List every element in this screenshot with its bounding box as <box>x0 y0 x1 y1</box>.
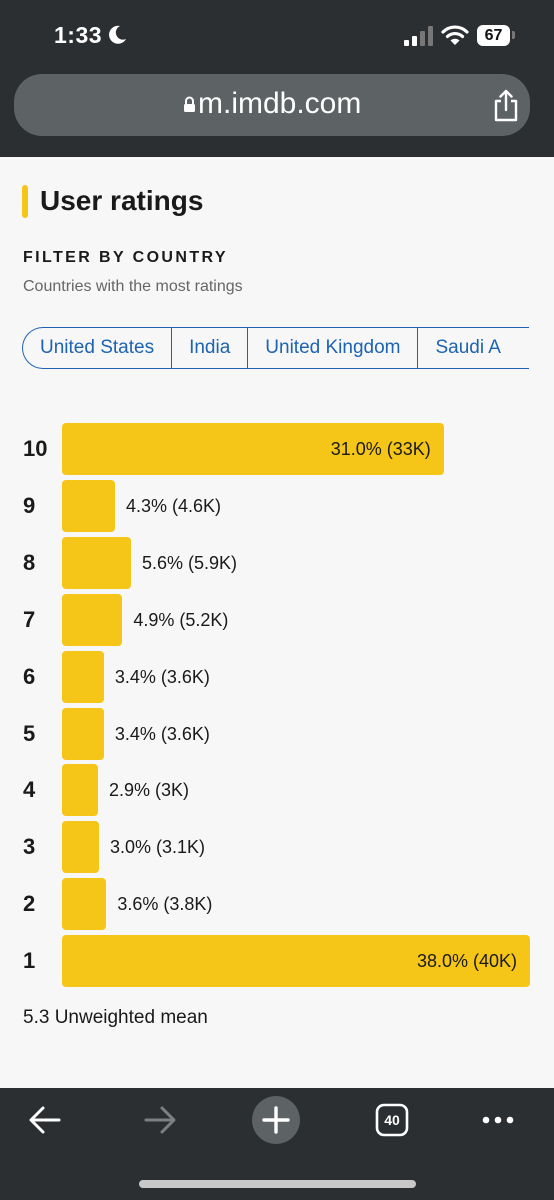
rating-bar <box>62 593 123 646</box>
rating-row-9: 9 4.3% (4.6K) <box>0 479 554 532</box>
chip-united-states[interactable]: United States <box>23 328 173 368</box>
rating-bar <box>62 821 99 874</box>
signal-icon <box>404 26 433 46</box>
rating-bar <box>62 764 98 817</box>
rating-value-label: 3.6% (3.8K) <box>117 894 213 915</box>
rating-label: 7 <box>23 606 36 632</box>
back-arrow-icon[interactable] <box>28 1104 62 1136</box>
rating-label: 3 <box>23 834 36 860</box>
rating-value-label: 3.0% (3.1K) <box>109 837 205 858</box>
rating-row-6: 6 3.4% (3.6K) <box>0 650 554 703</box>
address-bar[interactable] <box>14 74 530 136</box>
tab-count: 40 <box>384 1112 400 1128</box>
moon-icon <box>109 25 126 44</box>
lock-icon <box>184 96 195 112</box>
share-icon[interactable] <box>491 89 521 123</box>
rating-value-label: 31.0% (33K) <box>330 439 431 459</box>
rating-row-2: 2 3.6% (3.8K) <box>0 878 554 931</box>
wifi-icon <box>441 25 469 45</box>
rating-row-7: 7 4.9% (5.2K) <box>0 593 554 646</box>
rating-bar <box>62 479 115 532</box>
rating-bar <box>62 423 444 475</box>
rating-row-8: 8 5.6% (5.9K) <box>0 536 554 589</box>
rating-bar <box>62 707 104 760</box>
rating-label: 1 <box>23 948 36 974</box>
chip-saudi-arabia[interactable]: Saudi A <box>435 337 501 358</box>
filter-heading: FILTER BY COUNTRY <box>23 249 228 266</box>
rating-value-label: 3.4% (3.6K) <box>114 666 210 687</box>
rating-label: 6 <box>23 663 36 689</box>
new-tab-icon[interactable] <box>251 1095 301 1145</box>
battery-indicator: 67 <box>477 25 510 46</box>
battery-tip <box>512 31 515 39</box>
rating-label: 2 <box>23 891 36 917</box>
chip-india[interactable]: India <box>172 328 249 368</box>
rating-value-label: 2.9% (3K) <box>109 780 190 801</box>
url-text[interactable]: m.imdb.com <box>198 87 362 120</box>
home-indicator <box>139 1180 416 1188</box>
rating-row-5: 5 3.4% (3.6K) <box>0 707 554 760</box>
rating-label: 5 <box>23 720 36 746</box>
rating-bar <box>62 878 107 931</box>
rating-row-3: 3 3.0% (3.1K) <box>0 821 554 874</box>
status-time: 1:33 <box>54 22 103 48</box>
tabs-icon <box>375 1103 409 1137</box>
rating-label: 8 <box>23 549 36 575</box>
chip-united-kingdom[interactable]: United Kingdom <box>248 328 419 368</box>
rating-row-4: 4 2.9% (3K) <box>0 764 554 817</box>
unweighted-mean: 5.3 Unweighted mean <box>23 1007 208 1028</box>
rating-value-label: 4.3% (4.6K) <box>125 495 221 516</box>
section-title: User ratings <box>40 185 204 216</box>
rating-label: 9 <box>23 492 36 518</box>
more-options-icon[interactable] <box>481 1113 515 1127</box>
filter-subtitle: Countries with the most ratings <box>23 278 243 295</box>
rating-row-1: 1 38.0% (40K) <box>0 935 554 988</box>
rating-label: 10 <box>23 436 48 461</box>
tabs-button[interactable]: 40 <box>375 1103 409 1137</box>
country-filter-chips: United States India United Kingdom Saudi… <box>22 327 529 369</box>
rating-bar <box>62 650 104 703</box>
rating-bar <box>62 536 131 589</box>
rating-value-label: 5.6% (5.9K) <box>141 552 237 573</box>
forward-arrow-icon[interactable] <box>143 1104 177 1136</box>
rating-label: 4 <box>23 777 36 803</box>
rating-value-label: 4.9% (5.2K) <box>133 609 229 630</box>
rating-bar <box>62 935 530 988</box>
rating-row-10: 10 31.0% (33K) <box>0 423 554 475</box>
rating-value-label: 3.4% (3.6K) <box>114 723 210 744</box>
section-accent-bar <box>22 185 28 218</box>
rating-value-label: 38.0% (40K) <box>416 951 517 972</box>
